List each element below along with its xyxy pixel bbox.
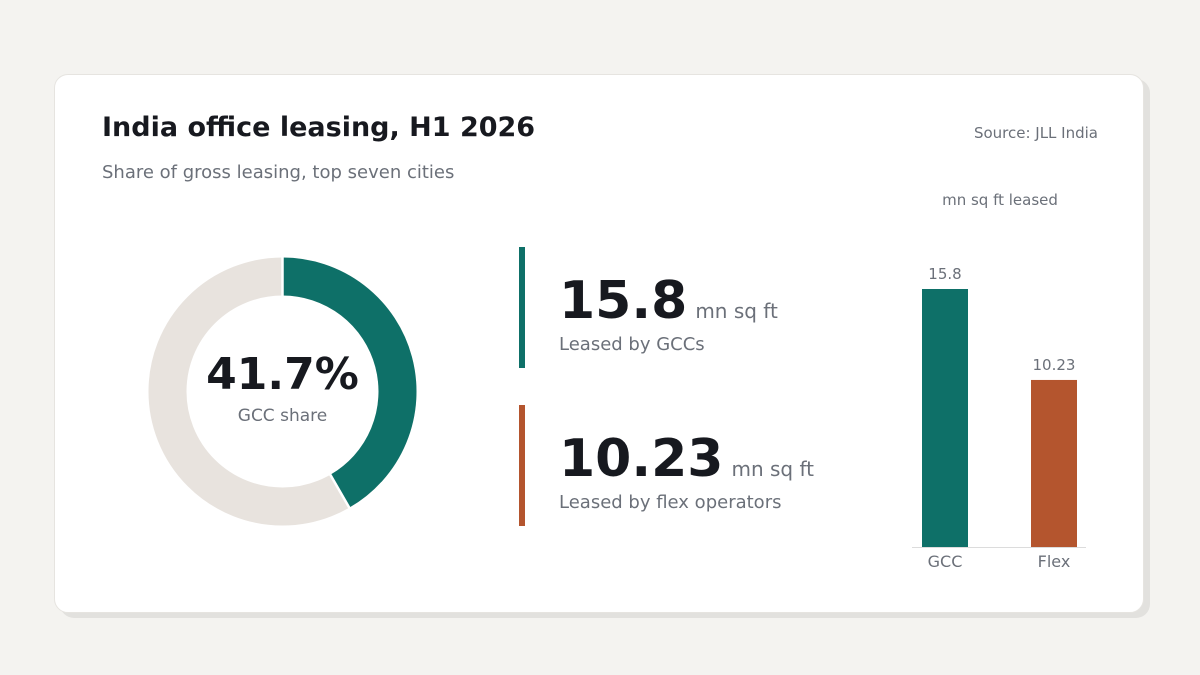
stat-unit: mn sq ft (731, 457, 815, 481)
page-title: India office leasing, H1 2026 (102, 112, 536, 143)
stat-value: 10.23 (559, 429, 724, 489)
bar-chart-title: mn sq ft leased (942, 191, 1058, 209)
gcc-share-donut-chart (148, 257, 417, 526)
stat-value-row: 10.23 mn sq ft (559, 433, 814, 485)
stat-description: Leased by flex operators (559, 492, 782, 513)
bar-gcc (922, 289, 968, 547)
donut-gcc-slice (282, 257, 417, 508)
donut-center: 41.7% GCC share (148, 257, 417, 526)
bar-value-label: 10.23 (1033, 356, 1076, 374)
bar-flex (1031, 379, 1077, 547)
page-subtitle: Share of gross leasing, top seven cities (102, 162, 455, 183)
stat-value-row: 15.8 mn sq ft (559, 275, 778, 327)
stat-unit: mn sq ft (695, 299, 778, 323)
stat-description: Leased by GCCs (559, 334, 705, 355)
bar-value-label: 15.8 (928, 265, 961, 283)
donut-percent: 41.7% (206, 349, 359, 401)
bar-category-label: GCC (928, 552, 963, 571)
donut-slice-separator (328, 473, 351, 510)
stat-accent-bar (519, 405, 525, 526)
bar-category-label: Flex (1038, 552, 1071, 571)
stat-value: 15.8 (559, 271, 688, 331)
donut-label: GCC share (237, 405, 328, 426)
source-note: Source: JLL India (973, 124, 1098, 142)
stat-accent-bar (519, 247, 525, 368)
leasing-bar-chart: mn sq ft leased 15.8 GCC 10.23 Flex (912, 191, 1086, 571)
bar-chart-bars: 15.8 GCC 10.23 Flex (922, 265, 1077, 571)
